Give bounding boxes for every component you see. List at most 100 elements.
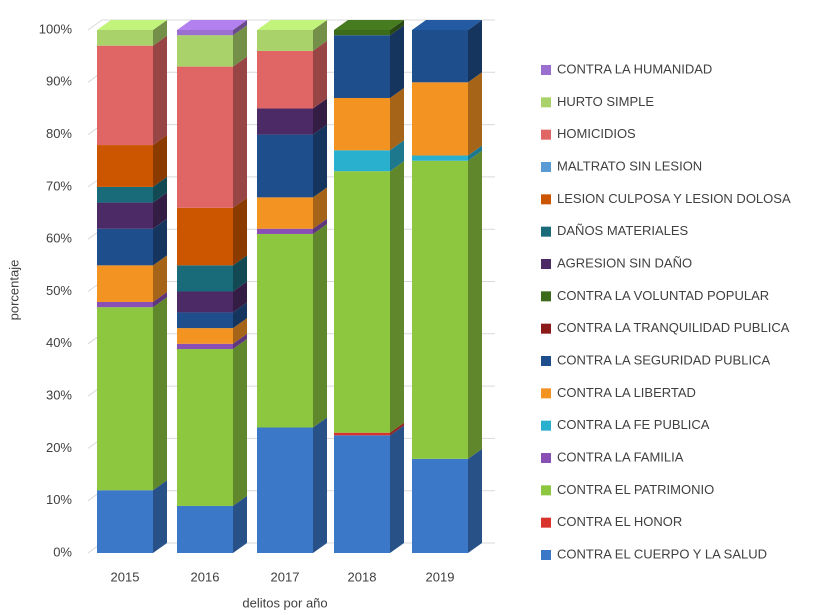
y-tick-label: 40% — [46, 335, 72, 350]
x-axis-title: delitos por año — [242, 595, 327, 610]
bar-top — [412, 20, 482, 30]
bar-segment-side — [153, 176, 167, 203]
bar-segment — [177, 35, 233, 67]
bar-segment-side — [153, 218, 167, 266]
bar-segment — [97, 490, 153, 553]
bar-segment — [177, 207, 233, 266]
x-tick-label: 2015 — [111, 569, 140, 584]
y-tick-label: 50% — [46, 283, 72, 298]
bar-segment-side — [390, 161, 404, 433]
bar-segment-side — [153, 135, 167, 187]
bar-segment-side — [233, 25, 247, 67]
bar-segment-side — [233, 197, 247, 266]
legend-swatch — [541, 97, 551, 108]
legend-swatch — [541, 226, 551, 237]
legend-label: CONTRA EL CUERPO Y LA SALUD — [557, 546, 767, 561]
legend-swatch — [541, 129, 551, 140]
bar-segment-side — [233, 281, 247, 313]
bar-segment-side — [233, 255, 247, 292]
bar-segment-side — [313, 20, 327, 51]
bar-segment — [412, 82, 468, 156]
y-tick-label: 90% — [46, 74, 72, 89]
bar-segment — [97, 45, 153, 146]
grid-line-side — [87, 19, 103, 31]
bar-segment — [257, 108, 313, 135]
y-tick-label: 20% — [46, 440, 72, 455]
bar-segment — [177, 328, 233, 344]
x-tick-label: 2017 — [271, 569, 300, 584]
bar-segment — [177, 66, 233, 208]
bar-segment-side — [233, 333, 247, 350]
y-tick-label: 10% — [46, 492, 72, 507]
bar-segment — [97, 265, 153, 302]
legend-swatch — [541, 550, 551, 560]
bar-segment-side — [153, 20, 167, 46]
bar-segment — [334, 35, 390, 98]
bar-segment — [412, 160, 468, 459]
legend-swatch — [541, 259, 551, 269]
bar-segment-side — [468, 150, 482, 459]
legend-label: CONTRA LA FE PUBLICA — [557, 417, 710, 432]
y-tick-label: 0% — [53, 544, 72, 559]
legend-label: CONTRA LA TRANQUILIDAD PUBLICA — [557, 320, 790, 335]
bar-segment-side — [390, 425, 404, 553]
bar-segment — [412, 30, 468, 83]
bar-segment — [177, 265, 233, 292]
bar-segment-side — [468, 72, 482, 156]
legend-swatch — [541, 162, 551, 172]
bar-segment-side — [390, 20, 404, 36]
bar-segment-side — [233, 56, 247, 208]
bar-segment-side — [313, 124, 327, 198]
bar-top — [97, 20, 167, 30]
bar-segment — [334, 150, 390, 172]
bar-segment-side — [313, 223, 327, 428]
bar-top — [334, 20, 404, 30]
legend-swatch — [541, 485, 551, 496]
legend-label: CONTRA LA HUMANIDAD — [557, 61, 712, 76]
bar-segment — [257, 50, 313, 109]
bar-segment — [97, 145, 153, 187]
legend-swatch — [541, 388, 551, 399]
bar-segment-side — [468, 448, 482, 553]
bar-segment-side — [233, 20, 247, 36]
legend-label: CONTRA LA LIBERTAD — [557, 385, 696, 400]
bar-segment-side — [233, 495, 247, 553]
bar-segment — [97, 307, 153, 491]
bar-segment-side — [313, 417, 327, 553]
y-tick-label: 100% — [39, 21, 73, 36]
bar-segment — [97, 186, 153, 203]
bar-segment-side — [153, 291, 167, 308]
x-tick-label: 2018 — [348, 569, 377, 584]
bar-segment — [177, 343, 233, 350]
bar-segment — [177, 349, 233, 506]
legend-label: CONTRA EL HONOR — [557, 514, 682, 529]
bar-segment-side — [313, 98, 327, 135]
y-tick-label: 30% — [46, 388, 72, 403]
bar-segment — [177, 505, 233, 553]
bar-segment — [177, 291, 233, 313]
legend-label: CONTRA EL PATRIMONIO — [557, 482, 714, 497]
x-tick-label: 2016 — [191, 569, 220, 584]
legend-label: CONTRA LA SEGURIDAD PUBLICA — [557, 352, 770, 367]
bar-segment — [97, 30, 153, 46]
bar-segment-side — [153, 480, 167, 553]
bar-top — [177, 20, 247, 30]
bar-segment — [97, 202, 153, 229]
y-tick-label: 60% — [46, 231, 72, 246]
bar-segment-side — [153, 297, 167, 491]
bar-segment — [257, 197, 313, 229]
bar-segment-side — [390, 140, 404, 172]
bar-segment-side — [313, 187, 327, 229]
bar-segment — [334, 435, 390, 553]
legend-label: HOMICIDIOS — [557, 126, 636, 141]
y-tick-label: 70% — [46, 178, 72, 193]
legend-label: HURTO SIMPLE — [557, 94, 654, 109]
bar-segment-side — [468, 145, 482, 161]
legend-swatch — [541, 291, 551, 302]
x-tick-label: 2019 — [426, 569, 455, 584]
bar-segment — [257, 134, 313, 198]
legend-label: CONTRA LA VOLUNTAD POPULAR — [557, 288, 769, 303]
bar-segment — [334, 432, 390, 436]
bar-segment — [177, 312, 233, 329]
